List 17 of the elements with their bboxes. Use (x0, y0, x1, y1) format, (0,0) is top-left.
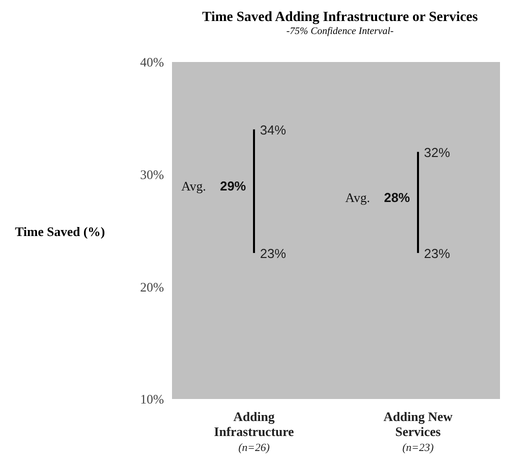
annotation: Avg. 28% (345, 190, 410, 205)
annotation: 32% (424, 144, 450, 160)
text: (n=26) (238, 442, 270, 454)
text: (n=23) (402, 442, 434, 454)
x-tick-label: Adding Infrastructure (214, 409, 294, 439)
annotation: 34% (260, 122, 286, 138)
annotation: 23% (424, 246, 450, 261)
y-tick-label: 30% (140, 166, 164, 182)
y-axis-title: Time Saved (%) (14, 224, 106, 240)
y-tick-label: 20% (140, 279, 164, 294)
chart-title: Time Saved Adding Infrastructure or Services (201, 10, 479, 26)
y-tick-label: 10% (140, 392, 164, 407)
chart-subtitle: -75% Confidence Interval- (285, 26, 395, 37)
annotation: 23% (260, 246, 286, 261)
x-tick-label: Adding New Services (384, 409, 454, 439)
annotation: Avg. 29% (181, 178, 246, 194)
y-tick-label: 40% (140, 54, 164, 70)
